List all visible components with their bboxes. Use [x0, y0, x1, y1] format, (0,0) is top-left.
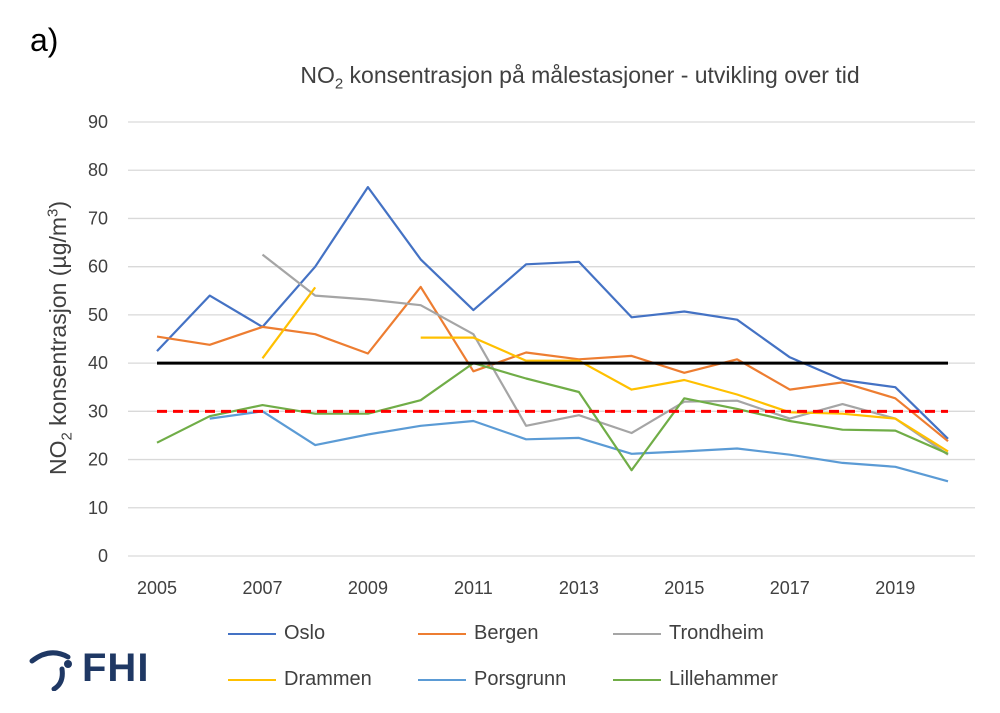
- chart-title: NO2 konsentrasjon på målestasjoner - utv…: [300, 62, 860, 93]
- gridlines: [128, 121, 975, 557]
- y-tick-label: 30: [88, 401, 108, 421]
- y-tick-label: 40: [88, 353, 108, 373]
- x-tick-label: 2005: [137, 578, 177, 598]
- y-tick-label: 70: [88, 208, 108, 228]
- legend-item-porsgrunn: Porsgrunn: [418, 668, 566, 691]
- y-tick-label: 90: [88, 112, 108, 132]
- legend-swatch: [613, 678, 661, 681]
- reference-lines: [157, 361, 948, 413]
- y-tick-label: 10: [88, 498, 108, 518]
- legend-swatch: [418, 678, 466, 681]
- legend-item-bergen: Bergen: [418, 622, 539, 645]
- x-tick-label: 2011: [454, 578, 493, 598]
- series-lines: [156, 186, 949, 483]
- x-tick-label: 2013: [559, 578, 599, 598]
- legend-label: Bergen: [474, 622, 539, 644]
- series-line-trondheim: [261, 253, 949, 456]
- series-line-porsgrunn: [209, 410, 949, 483]
- legend-swatch: [613, 632, 661, 635]
- legend-item-lillehammer: Lillehammer: [613, 668, 778, 691]
- x-tick-label: 2015: [664, 578, 704, 598]
- legend-swatch: [418, 632, 466, 635]
- x-tick-labels: 2005 2007 2009 2011 2013 2015 2017 2019: [137, 578, 915, 598]
- y-tick-label: 20: [88, 450, 108, 470]
- legend-swatch: [228, 678, 276, 681]
- series-line-drammen: [420, 336, 949, 453]
- y-tick-label: 50: [88, 305, 108, 325]
- legend-label: Drammen: [284, 668, 372, 690]
- fhi-logo-icon: [29, 649, 72, 691]
- fhi-logo: FHI: [28, 646, 149, 691]
- legend-label: Lillehammer: [669, 668, 778, 690]
- x-tick-label: 2017: [770, 578, 810, 598]
- legend-label: Oslo: [284, 622, 326, 644]
- legend-label: Trondheim: [669, 622, 764, 644]
- x-tick-label: 2009: [348, 578, 388, 598]
- legend-swatch: [228, 632, 276, 635]
- y-tick-label: 0: [98, 546, 108, 566]
- series-line-bergen: [156, 285, 949, 443]
- legend-item-oslo: Oslo: [228, 622, 325, 645]
- series-line-oslo: [156, 186, 949, 440]
- panel-label: a): [30, 22, 59, 58]
- x-tick-label: 2007: [242, 578, 282, 598]
- legend-item-trondheim: Trondheim: [613, 622, 764, 645]
- x-tick-label: 2019: [875, 578, 915, 598]
- series-line-drammen: [261, 286, 317, 359]
- y-tick-label: 60: [88, 257, 108, 277]
- legend-item-drammen: Drammen: [228, 668, 372, 691]
- legend-label: Porsgrunn: [474, 668, 567, 690]
- series-line-lillehammer: [156, 362, 949, 472]
- y-tick-label: 80: [88, 160, 108, 180]
- y-tick-labels: 0 10 20 30 40 50 60 70 80 90: [88, 112, 108, 566]
- logo-text: FHI: [82, 646, 150, 690]
